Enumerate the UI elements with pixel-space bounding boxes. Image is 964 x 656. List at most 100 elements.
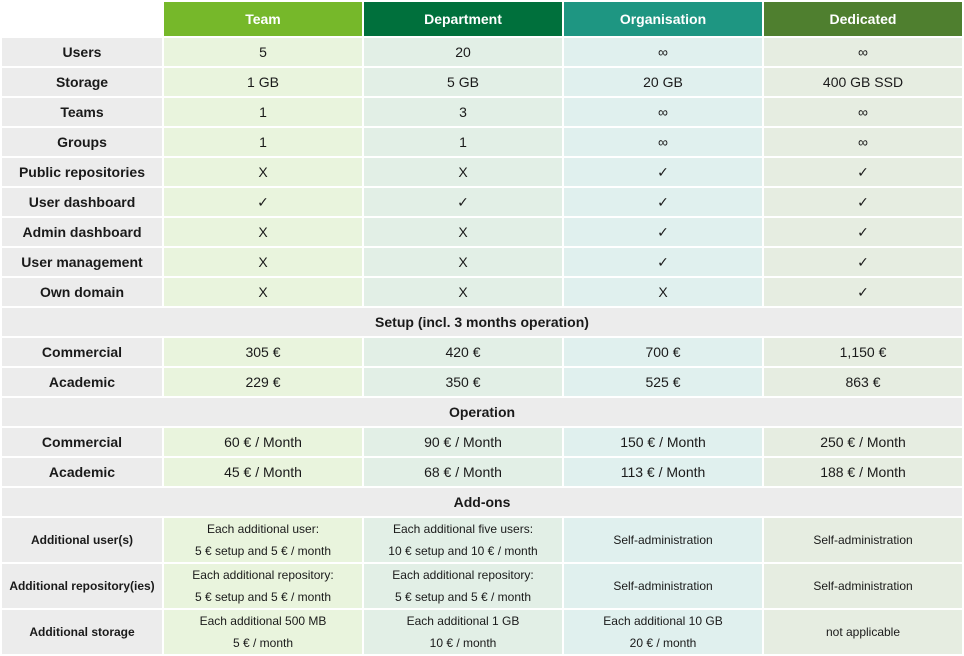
section-title: Operation xyxy=(2,398,962,426)
cell-team: 1 xyxy=(164,98,362,126)
cell-department: Each additional five users: 10 € setup a… xyxy=(364,518,562,562)
cell-team: 60 € / Month xyxy=(164,428,362,456)
header-corner xyxy=(2,2,162,36)
cell-team: 1 xyxy=(164,128,362,156)
plan-header-dedicated: Dedicated xyxy=(764,2,962,36)
cell-organisation: ✓ xyxy=(564,218,762,246)
operation-row-academic: Academic 45 € / Month 68 € / Month 113 €… xyxy=(2,458,962,486)
cell-department: 5 GB xyxy=(364,68,562,96)
cell-organisation: 525 € xyxy=(564,368,762,396)
cell-department: 68 € / Month xyxy=(364,458,562,486)
cell-dedicated: ✓ xyxy=(764,278,962,306)
feature-row-users: Users 5 20 ∞ ∞ xyxy=(2,38,962,66)
addon-line-1: Each additional repository: xyxy=(192,568,334,582)
cell-team: Each additional repository: 5 € setup an… xyxy=(164,564,362,608)
addon-row-additional-users: Additional user(s) Each additional user:… xyxy=(2,518,962,562)
addon-line-1: Each additional 1 GB xyxy=(406,614,520,628)
cell-team: 229 € xyxy=(164,368,362,396)
feature-row-groups: Groups 1 1 ∞ ∞ xyxy=(2,128,962,156)
header-row: Team Department Organisation Dedicated xyxy=(2,2,962,36)
cell-department: Each additional repository: 5 € setup an… xyxy=(364,564,562,608)
cell-department: 1 xyxy=(364,128,562,156)
addon-line-2: 5 € setup and 5 € / month xyxy=(194,544,332,558)
cell-team: Each additional 500 MB 5 € / month xyxy=(164,610,362,654)
addon-line-1: Each additional 10 GB xyxy=(603,614,723,628)
row-label: Commercial xyxy=(2,428,162,456)
row-label: Academic xyxy=(2,458,162,486)
cell-organisation: 700 € xyxy=(564,338,762,366)
setup-row-academic: Academic 229 € 350 € 525 € 863 € xyxy=(2,368,962,396)
row-label: Commercial xyxy=(2,338,162,366)
cell-organisation: Self-administration xyxy=(564,564,762,608)
cell-team: X xyxy=(164,278,362,306)
addon-row-additional-repositories: Additional repository(ies) Each addition… xyxy=(2,564,962,608)
cell-dedicated: Self-administration xyxy=(764,564,962,608)
cell-organisation: ∞ xyxy=(564,38,762,66)
row-label: Teams xyxy=(2,98,162,126)
cell-team: Each additional user: 5 € setup and 5 € … xyxy=(164,518,362,562)
cell-department: 420 € xyxy=(364,338,562,366)
row-label: User dashboard xyxy=(2,188,162,216)
section-header-operation: Operation xyxy=(2,398,962,426)
cell-organisation: 113 € / Month xyxy=(564,458,762,486)
cell-dedicated: ✓ xyxy=(764,158,962,186)
feature-row-admin-dashboard: Admin dashboard X X ✓ ✓ xyxy=(2,218,962,246)
addon-line-2: 10 € / month xyxy=(429,636,497,650)
cell-organisation: ✓ xyxy=(564,158,762,186)
cell-department: X xyxy=(364,278,562,306)
section-title: Setup (incl. 3 months operation) xyxy=(2,308,962,336)
cell-dedicated: 863 € xyxy=(764,368,962,396)
row-label: Additional repository(ies) xyxy=(2,564,162,608)
plan-header-department: Department xyxy=(364,2,562,36)
row-label: Own domain xyxy=(2,278,162,306)
addon-line-1: Each additional five users: xyxy=(392,522,534,536)
cell-team: 5 xyxy=(164,38,362,66)
addon-line-1: Each additional repository: xyxy=(392,568,534,582)
cell-organisation: ∞ xyxy=(564,98,762,126)
section-header-addons: Add-ons xyxy=(2,488,962,516)
row-label: Admin dashboard xyxy=(2,218,162,246)
cell-department: 90 € / Month xyxy=(364,428,562,456)
addon-line-2: 20 € / month xyxy=(629,636,697,650)
cell-team: 1 GB xyxy=(164,68,362,96)
feature-row-user-dashboard: User dashboard ✓ ✓ ✓ ✓ xyxy=(2,188,962,216)
section-header-setup: Setup (incl. 3 months operation) xyxy=(2,308,962,336)
cell-dedicated: Self-administration xyxy=(764,518,962,562)
row-label: Groups xyxy=(2,128,162,156)
cell-organisation: 20 GB xyxy=(564,68,762,96)
cell-dedicated: ∞ xyxy=(764,98,962,126)
cell-team: X xyxy=(164,218,362,246)
cell-team: ✓ xyxy=(164,188,362,216)
cell-dedicated: not applicable xyxy=(764,610,962,654)
row-label: Users xyxy=(2,38,162,66)
cell-team: X xyxy=(164,248,362,276)
cell-department: 350 € xyxy=(364,368,562,396)
row-label: User management xyxy=(2,248,162,276)
section-title: Add-ons xyxy=(2,488,962,516)
cell-dedicated: 250 € / Month xyxy=(764,428,962,456)
cell-organisation: 150 € / Month xyxy=(564,428,762,456)
cell-dedicated: ∞ xyxy=(764,128,962,156)
cell-dedicated: ∞ xyxy=(764,38,962,66)
cell-organisation: ∞ xyxy=(564,128,762,156)
cell-department: Each additional 1 GB 10 € / month xyxy=(364,610,562,654)
plan-header-organisation: Organisation xyxy=(564,2,762,36)
addon-line-2: 5 € setup and 5 € / month xyxy=(194,590,332,604)
cell-department: X xyxy=(364,248,562,276)
cell-department: X xyxy=(364,158,562,186)
addon-line-2: 10 € setup and 10 € / month xyxy=(388,544,538,558)
row-label: Additional user(s) xyxy=(2,518,162,562)
cell-department: 20 xyxy=(364,38,562,66)
cell-department: ✓ xyxy=(364,188,562,216)
feature-row-public-repositories: Public repositories X X ✓ ✓ xyxy=(2,158,962,186)
addon-line-1: Each additional 500 MB xyxy=(199,614,327,628)
cell-dedicated: 188 € / Month xyxy=(764,458,962,486)
cell-dedicated: ✓ xyxy=(764,188,962,216)
cell-dedicated: ✓ xyxy=(764,218,962,246)
cell-dedicated: ✓ xyxy=(764,248,962,276)
operation-row-commercial: Commercial 60 € / Month 90 € / Month 150… xyxy=(2,428,962,456)
cell-organisation: X xyxy=(564,278,762,306)
row-label: Public repositories xyxy=(2,158,162,186)
